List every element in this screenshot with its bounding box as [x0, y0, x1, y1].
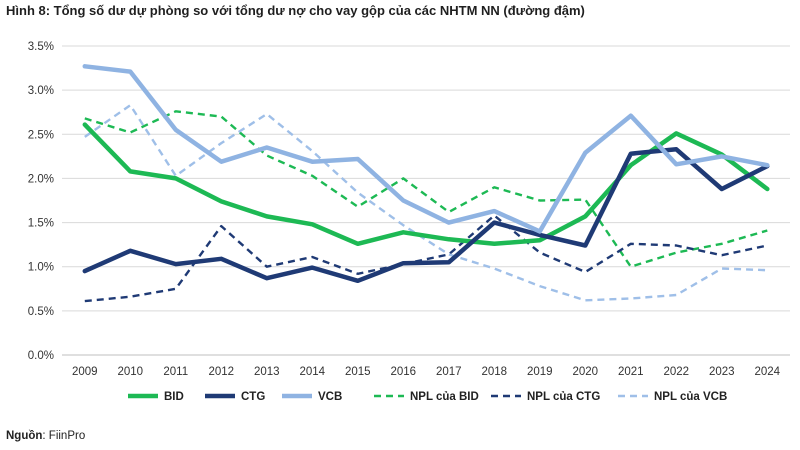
x-tick-label: 2022 — [663, 366, 689, 378]
x-tick-label: 2011 — [163, 366, 188, 378]
source-value: FiinPro — [48, 430, 86, 442]
line-chart: 0.0% 0.5% 1.0% 1.5% 2.0% 2.5% 3.0% 3.5% 2009 201… — [28, 41, 790, 403]
series-line-ctg — [82, 147, 770, 284]
gridlines — [62, 45, 790, 356]
x-tick-label: 2019 — [527, 366, 553, 378]
series-line-vcb — [82, 64, 770, 234]
x-tick-label: 2009 — [72, 366, 98, 378]
x-tick-label: 2024 — [754, 366, 780, 378]
x-axis-tick-labels: 2009 2010 2011 2012 2013 2014 2015 2016 2017 2018… — [72, 366, 781, 378]
legend-label: CTG — [241, 391, 265, 403]
x-tick-label: 2017 — [436, 366, 462, 378]
x-tick-label: 2013 — [254, 366, 280, 378]
x-tick-label: 2012 — [208, 366, 234, 378]
y-tick-label: 2.0% — [28, 173, 54, 185]
x-tick-label: 2015 — [345, 366, 371, 378]
x-tick-label: 2021 — [618, 366, 644, 378]
source-separator: : — [42, 430, 49, 442]
chart-title: Hình 8: Tổng số dư dự phòng so với tổng … — [6, 3, 585, 18]
legend: BID CTG VCB NPL của BID NPL của CTG NPL của V… — [128, 391, 727, 403]
legend-label: NPL của BID — [410, 391, 479, 403]
series-line-npl-c-a-bid — [84, 110, 768, 268]
x-tick-label: 2010 — [117, 366, 143, 378]
x-tick-label: 2023 — [709, 366, 735, 378]
x-tick-label: 2016 — [390, 366, 416, 378]
y-tick-label: 2.5% — [28, 129, 54, 141]
x-tick-label: 2014 — [299, 366, 325, 378]
x-tick-label: 2020 — [572, 366, 598, 378]
x-tick-label: 2018 — [481, 366, 507, 378]
y-tick-label: 0.5% — [28, 306, 54, 318]
y-tick-label: 1.5% — [28, 218, 54, 230]
source-note: Nguồn: FiinPro — [6, 430, 85, 442]
series-line-bid — [82, 122, 770, 247]
series-line-npl-c-a-ctg — [84, 214, 768, 303]
y-tick-label: 3.5% — [28, 41, 54, 53]
series-lines — [82, 64, 770, 303]
source-label: Nguồn — [6, 430, 43, 442]
legend-label: VCB — [318, 391, 342, 403]
y-tick-label: 3.0% — [28, 85, 54, 97]
legend-label: NPL của CTG — [527, 391, 600, 403]
y-tick-label: 1.0% — [28, 262, 54, 274]
y-tick-label: 0.0% — [28, 350, 54, 362]
y-axis-tick-labels: 0.0% 0.5% 1.0% 1.5% 2.0% 2.5% 3.0% 3.5% — [28, 41, 54, 362]
legend-label: BID — [164, 391, 184, 403]
legend-label: NPL của VCB — [654, 391, 727, 403]
